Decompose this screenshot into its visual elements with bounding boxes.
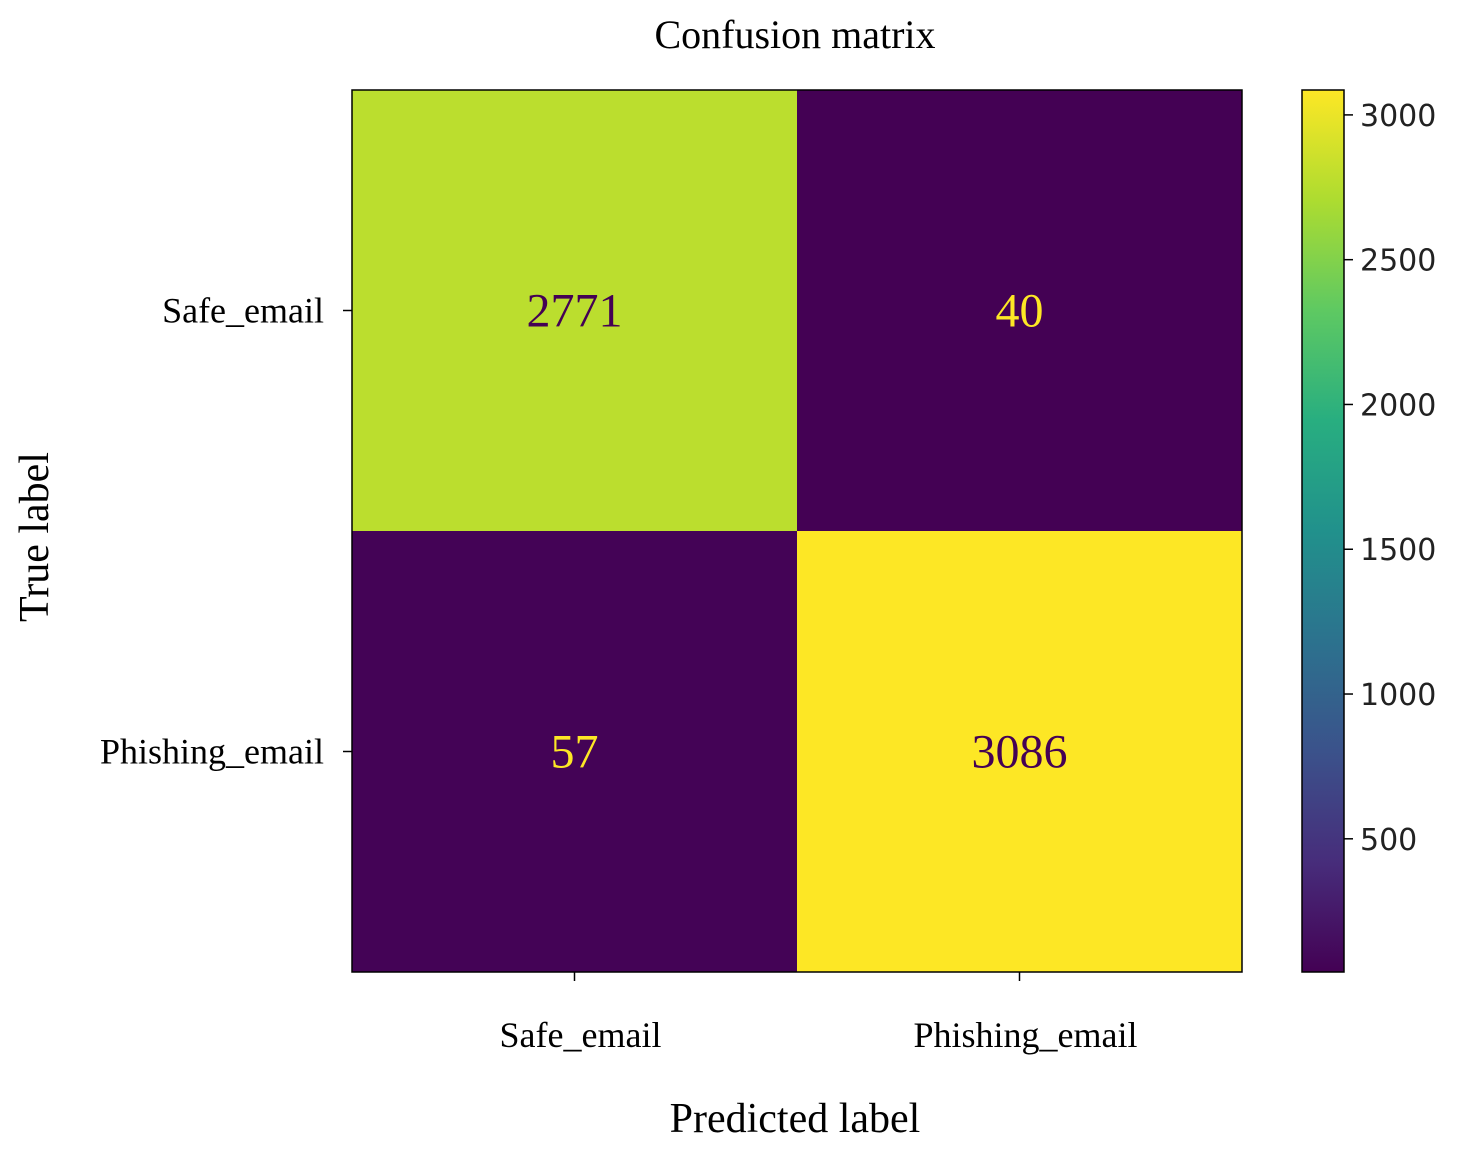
cell-value-label: 40 — [996, 285, 1044, 338]
heatmap-cells: 2771 40 57 3086 — [352, 90, 1242, 972]
cell-value-label: 57 — [551, 726, 599, 779]
y-axis-label: True label — [12, 452, 58, 622]
colorbar-tick-label: 1500 — [1360, 533, 1436, 568]
plot-frame — [351, 89, 1243, 973]
cell-0-1 — [797, 90, 1242, 531]
colorbar-tick-label: 3000 — [1360, 99, 1436, 134]
x-tick-label: Safe_email — [500, 1015, 662, 1055]
colorbar-frame — [1301, 89, 1345, 973]
colorbar-ticks: 500 1000 1500 2000 2500 3000 — [1344, 99, 1436, 858]
cell-1-1 — [797, 531, 1242, 972]
x-axis: Safe_email Phishing_email — [500, 972, 1138, 1055]
colorbar — [1302, 90, 1344, 972]
y-tick-label: Safe_email — [162, 291, 324, 331]
colorbar-tick-label: 1000 — [1360, 678, 1436, 713]
y-tick-label: Phishing_email — [100, 732, 324, 772]
x-axis-label: Predicted label — [670, 1096, 921, 1142]
colorbar-tick-label: 2000 — [1360, 388, 1436, 423]
cell-value-label: 2771 — [527, 285, 623, 338]
colorbar-tick-label: 2500 — [1360, 244, 1436, 279]
y-axis: Safe_email Phishing_email — [100, 291, 352, 772]
cell-1-0 — [352, 531, 797, 972]
x-tick-label: Phishing_email — [914, 1015, 1138, 1055]
chart-title: Confusion matrix — [654, 12, 935, 57]
cell-value-label: 3086 — [972, 726, 1068, 779]
cell-0-0 — [352, 90, 797, 531]
colorbar-tick-label: 500 — [1360, 823, 1417, 858]
